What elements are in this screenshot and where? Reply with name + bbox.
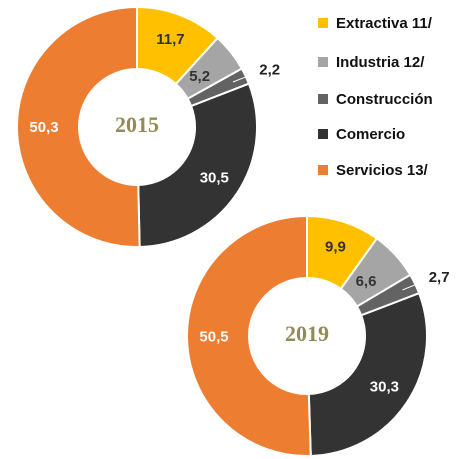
legend-swatch [318, 129, 328, 139]
legend-label: Industria 12/ [336, 54, 425, 71]
data-label: 9,9 [325, 238, 346, 255]
data-label: 30,5 [200, 170, 229, 187]
leader-line [232, 71, 258, 83]
legend-label: Servicios 13/ [336, 162, 429, 179]
data-label: 50,3 [29, 119, 58, 136]
leader-line [402, 279, 427, 291]
data-label: 2,2 [259, 61, 280, 78]
data-label: 6,6 [356, 273, 377, 290]
legend-swatch [318, 18, 328, 28]
legend-swatch [318, 165, 328, 175]
data-label: 5,2 [189, 68, 210, 85]
donut-title: 2019 [285, 321, 329, 346]
legend-label: Construcción [336, 91, 433, 108]
donut-slice [16, 5, 141, 248]
legend-label: Comercio [336, 126, 405, 143]
legend-label: Extractiva 11/ [336, 15, 433, 32]
donut-slice [137, 82, 258, 248]
data-label: 30,3 [370, 379, 399, 396]
donut-slice [186, 214, 312, 457]
data-label: 50,5 [199, 328, 228, 345]
data-label: 11,7 [156, 31, 184, 48]
legend-swatch [318, 57, 328, 67]
donut-slice [307, 291, 428, 457]
data-label: 2,7 [429, 269, 450, 286]
legend-swatch [318, 94, 328, 104]
donut-title: 2015 [115, 112, 159, 137]
